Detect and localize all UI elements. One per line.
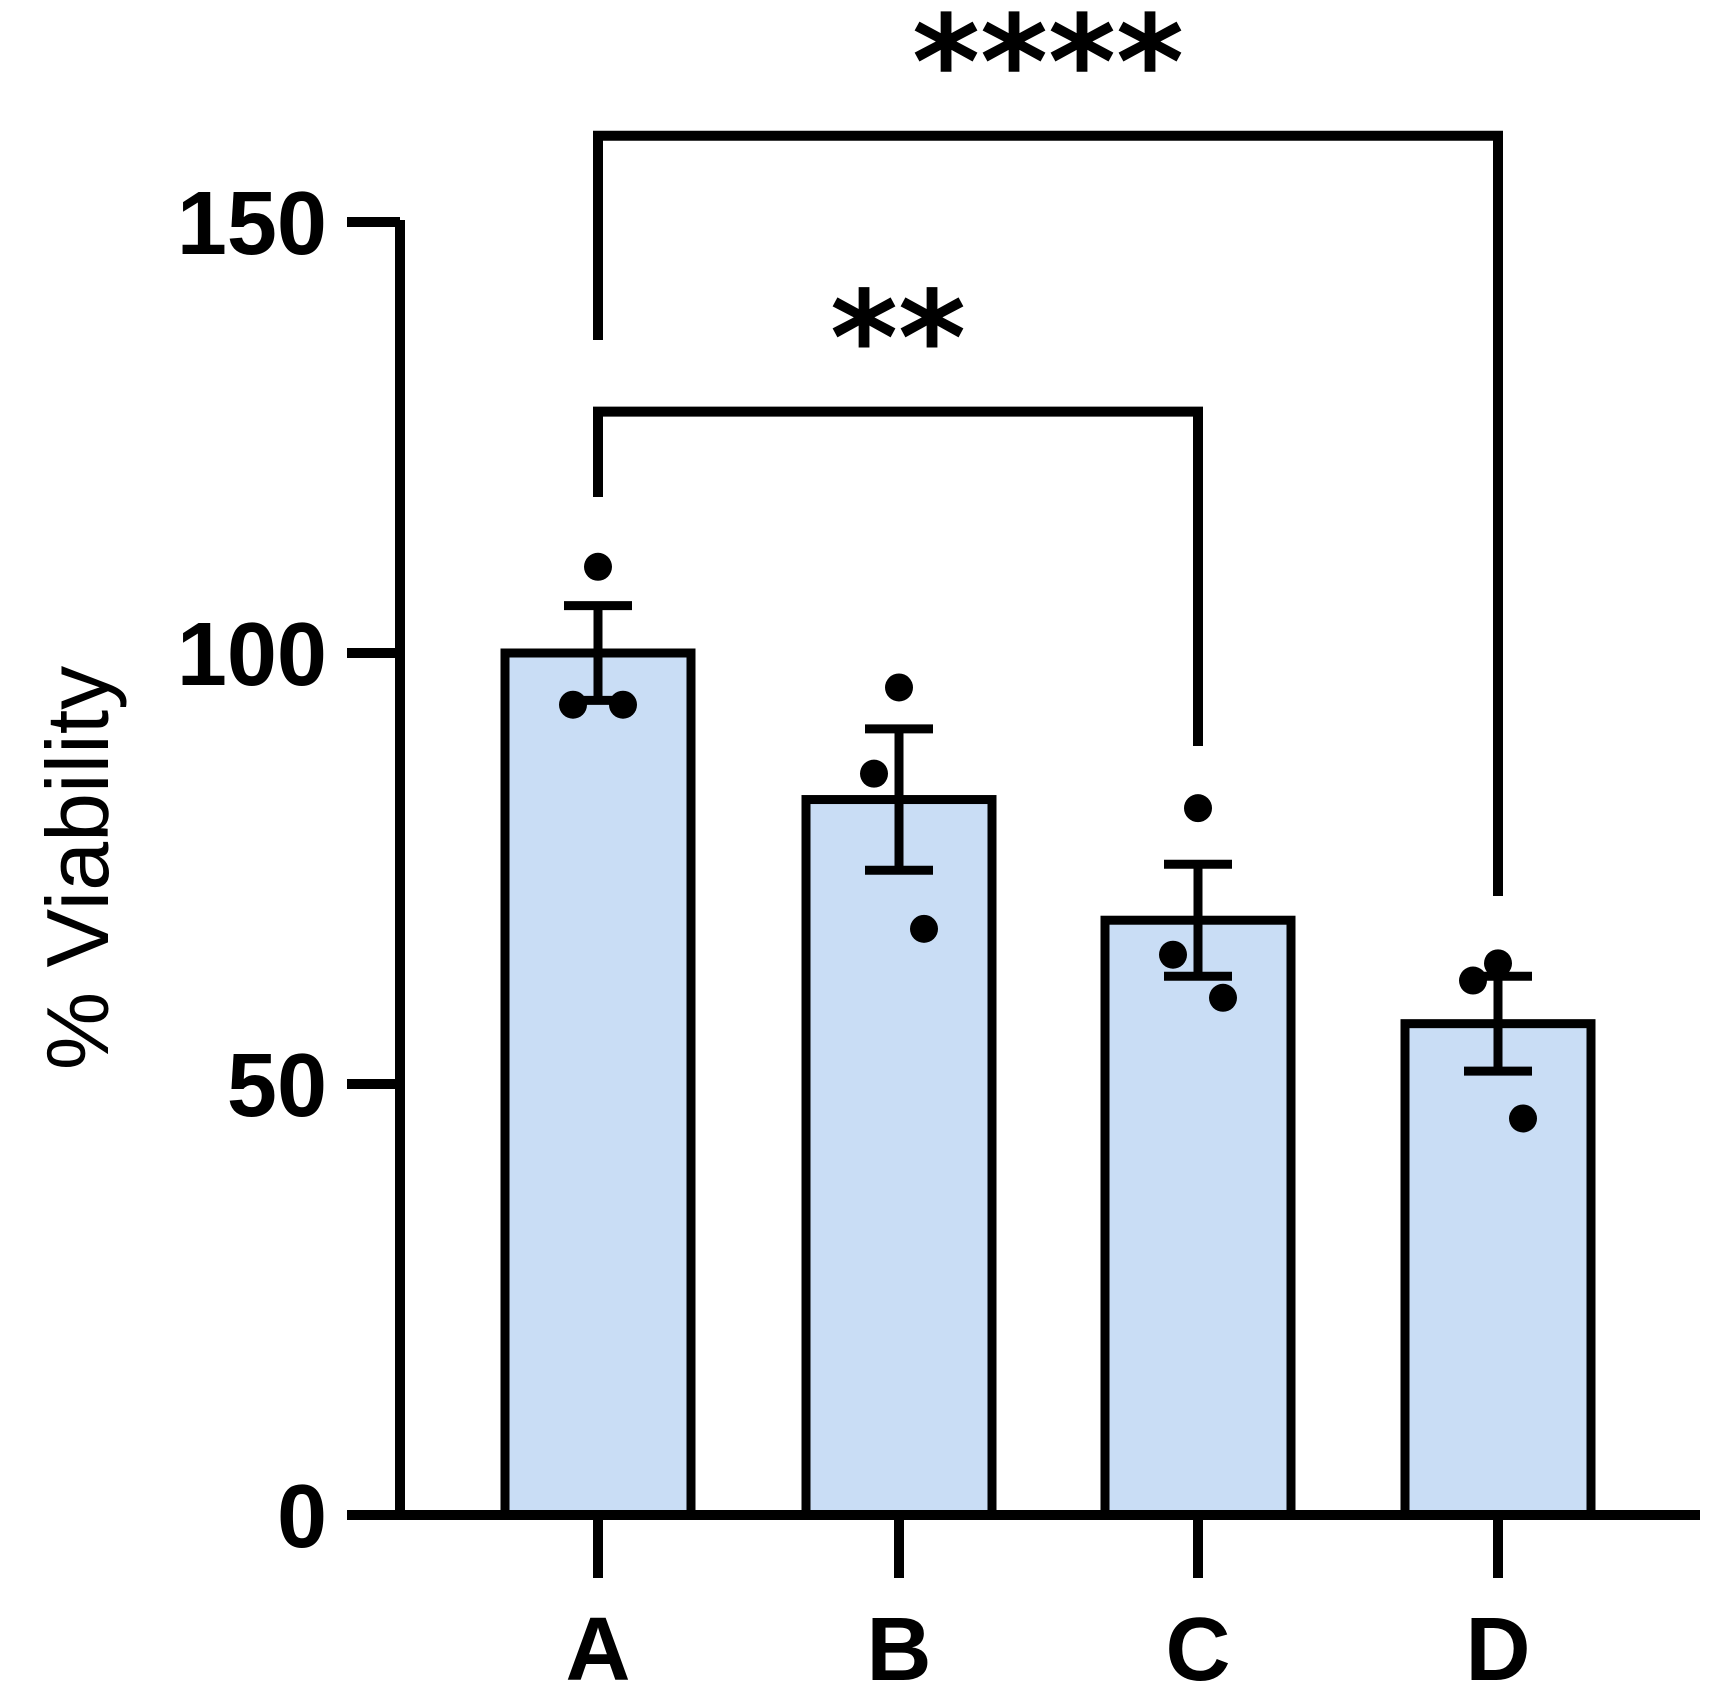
error-bars-layer <box>564 601 1532 1076</box>
y-axis-title: % Viability <box>28 666 127 1070</box>
error-bar-C <box>1164 859 1232 981</box>
data-point-B <box>910 914 938 943</box>
bar-B <box>801 795 997 1520</box>
significance-bracket-A-D: **** <box>593 0 1503 896</box>
error-bar-B <box>865 724 933 875</box>
x-tick-label-B: B <box>867 1600 932 1693</box>
x-tick-label-C: C <box>1166 1600 1231 1693</box>
y-tick-label-150: 150 <box>177 174 327 274</box>
significance-bracket-A-C: ** <box>593 263 1203 746</box>
data-point-C <box>1209 983 1237 1012</box>
y-tick-label-50: 50 <box>227 1036 327 1136</box>
x-ticks-layer: A B C D <box>566 1515 1531 1693</box>
bar-C <box>1100 915 1296 1520</box>
data-point-A <box>584 552 612 581</box>
data-point-D <box>1509 1104 1537 1133</box>
data-point-D <box>1484 949 1512 978</box>
significance-label-A-D: **** <box>912 0 1184 139</box>
error-bar-D <box>1464 971 1532 1076</box>
data-point-B <box>860 759 888 788</box>
points-layer <box>559 552 1537 1133</box>
y-ticks-layer: 0 50 100 150 <box>177 174 400 1567</box>
significance-label-A-C: ** <box>830 263 966 415</box>
bar-A <box>500 648 696 1520</box>
data-point-C <box>1159 940 1187 969</box>
data-point-B <box>885 673 913 702</box>
x-tick-label-D: D <box>1466 1600 1531 1693</box>
bars-layer <box>500 648 1596 1520</box>
x-tick-label-A: A <box>566 1600 631 1693</box>
axes-layer <box>347 220 1700 1520</box>
error-bar-A <box>564 601 632 705</box>
y-tick-label-0: 0 <box>277 1467 327 1567</box>
y-tick-label-100: 100 <box>177 605 327 705</box>
bar-D <box>1400 1019 1596 1520</box>
data-point-C <box>1184 794 1212 823</box>
significance-layer: ****** <box>593 0 1503 896</box>
